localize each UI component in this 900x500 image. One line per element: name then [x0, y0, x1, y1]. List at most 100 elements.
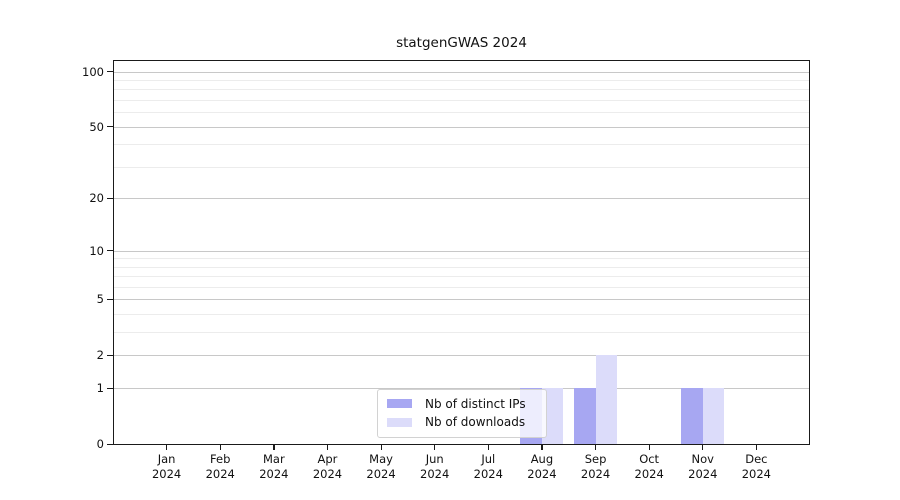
major-gridline	[114, 355, 809, 357]
minor-gridline	[114, 100, 809, 102]
y-tick	[107, 443, 113, 445]
plot-area	[113, 60, 810, 445]
y-tick	[107, 250, 113, 252]
y-tick-label: 0	[96, 437, 104, 451]
x-label-month: Feb	[210, 452, 231, 466]
x-label-year: 2024	[580, 467, 611, 481]
x-label-year: 2024	[259, 467, 289, 481]
minor-gridline	[114, 276, 809, 278]
x-tick	[702, 445, 704, 450]
x-tick	[273, 445, 275, 450]
minor-gridline	[114, 286, 809, 288]
x-label-month: Apr	[317, 452, 338, 466]
x-label-month: Dec	[745, 452, 768, 466]
x-label-year: 2024	[151, 467, 182, 481]
x-tick-label: Feb 2024	[190, 452, 250, 482]
bar-nov-distinct-ips	[681, 388, 703, 444]
grid-layer	[114, 61, 809, 444]
major-gridline	[114, 388, 809, 390]
y-tick	[107, 126, 113, 128]
bar-aug-downloads	[541, 388, 564, 444]
x-tick	[380, 445, 382, 450]
y-tick	[107, 298, 113, 301]
minor-gridline	[114, 112, 809, 114]
legend-swatch-downloads	[387, 417, 412, 427]
minor-gridline	[114, 80, 809, 81]
minor-gridline	[114, 166, 809, 168]
y-tick	[107, 387, 113, 389]
y-tick	[107, 197, 113, 200]
x-label-year: 2024	[741, 467, 772, 481]
major-gridline	[114, 71, 809, 73]
x-tick-label: Aug 2024	[512, 452, 572, 482]
x-tick-label: Jul 2024	[458, 452, 518, 482]
x-label-month: Jun	[425, 452, 444, 466]
y-tick-label: 5	[96, 292, 104, 307]
chart-title: statgenGWAS 2024	[396, 35, 527, 51]
x-label-year: 2024	[312, 467, 343, 481]
major-gridline	[114, 126, 809, 128]
legend-swatch-distinct-ips	[387, 399, 412, 409]
minor-gridline	[114, 266, 809, 268]
x-label-year: 2024	[473, 467, 503, 481]
x-label-month: Aug	[530, 452, 554, 466]
x-tick-label: Apr 2024	[297, 452, 357, 482]
x-tick-label: Jun 2024	[405, 452, 465, 482]
minor-gridline	[114, 332, 809, 334]
x-label-month: Jan	[157, 452, 176, 466]
x-label-year: 2024	[366, 467, 396, 481]
minor-gridline	[114, 258, 809, 260]
y-tick	[107, 71, 113, 73]
minor-gridline	[114, 144, 809, 146]
x-tick-label: Mar 2024	[244, 452, 304, 482]
y-tick-label: 100	[82, 64, 104, 79]
y-tick-label: 10	[89, 243, 104, 258]
major-gridline	[114, 250, 809, 252]
x-tick	[541, 445, 543, 450]
y-tick-label: 1	[96, 381, 104, 396]
x-tick	[434, 445, 436, 450]
x-label-year: 2024	[688, 467, 718, 481]
legend-label: Nb of distinct IPs	[425, 396, 526, 411]
bar-nov-downloads	[702, 388, 725, 444]
x-tick	[219, 445, 221, 450]
bars-layer	[114, 61, 809, 444]
x-label-year: 2024	[420, 467, 450, 481]
x-label-month: Mar	[262, 452, 285, 466]
x-label-month: May	[369, 452, 393, 466]
x-tick-label: May 2024	[351, 452, 411, 482]
y-tick-label: 2	[96, 348, 104, 363]
x-tick	[648, 445, 650, 450]
x-label-year: 2024	[205, 467, 235, 481]
bar-sep-distinct-ips	[574, 388, 596, 444]
major-gridline	[114, 198, 809, 200]
x-tick-label: Jan 2024	[137, 452, 197, 482]
y-tick-label: 50	[89, 119, 104, 134]
x-tick-label: Nov 2024	[673, 452, 733, 482]
x-tick	[166, 445, 168, 450]
x-label-month: Oct	[639, 452, 660, 466]
minor-gridline	[114, 314, 809, 316]
bar-sep-downloads	[595, 355, 618, 444]
x-tick-label: Dec 2024	[726, 452, 786, 482]
legend: Nb of distinct IPs Nb of downloads	[377, 389, 547, 438]
y-tick-label: 20	[89, 191, 104, 206]
y-tick	[107, 354, 113, 357]
x-label-month: Sep	[584, 452, 607, 466]
x-tick-label: Sep 2024	[566, 452, 626, 482]
x-tick-label: Oct 2024	[619, 452, 679, 482]
x-tick	[595, 445, 597, 450]
x-label-month: Nov	[691, 452, 714, 466]
x-label-year: 2024	[527, 467, 557, 481]
x-label-year: 2024	[634, 467, 664, 481]
x-tick	[326, 445, 329, 450]
x-tick	[487, 445, 489, 450]
x-label-month: Jul	[481, 452, 496, 466]
minor-gridline	[114, 89, 809, 91]
major-gridline	[114, 299, 809, 301]
legend-item: Nb of distinct IPs	[387, 397, 538, 411]
legend-item: Nb of downloads	[387, 415, 538, 429]
legend-label: Nb of downloads	[425, 415, 526, 430]
x-tick	[755, 445, 758, 450]
